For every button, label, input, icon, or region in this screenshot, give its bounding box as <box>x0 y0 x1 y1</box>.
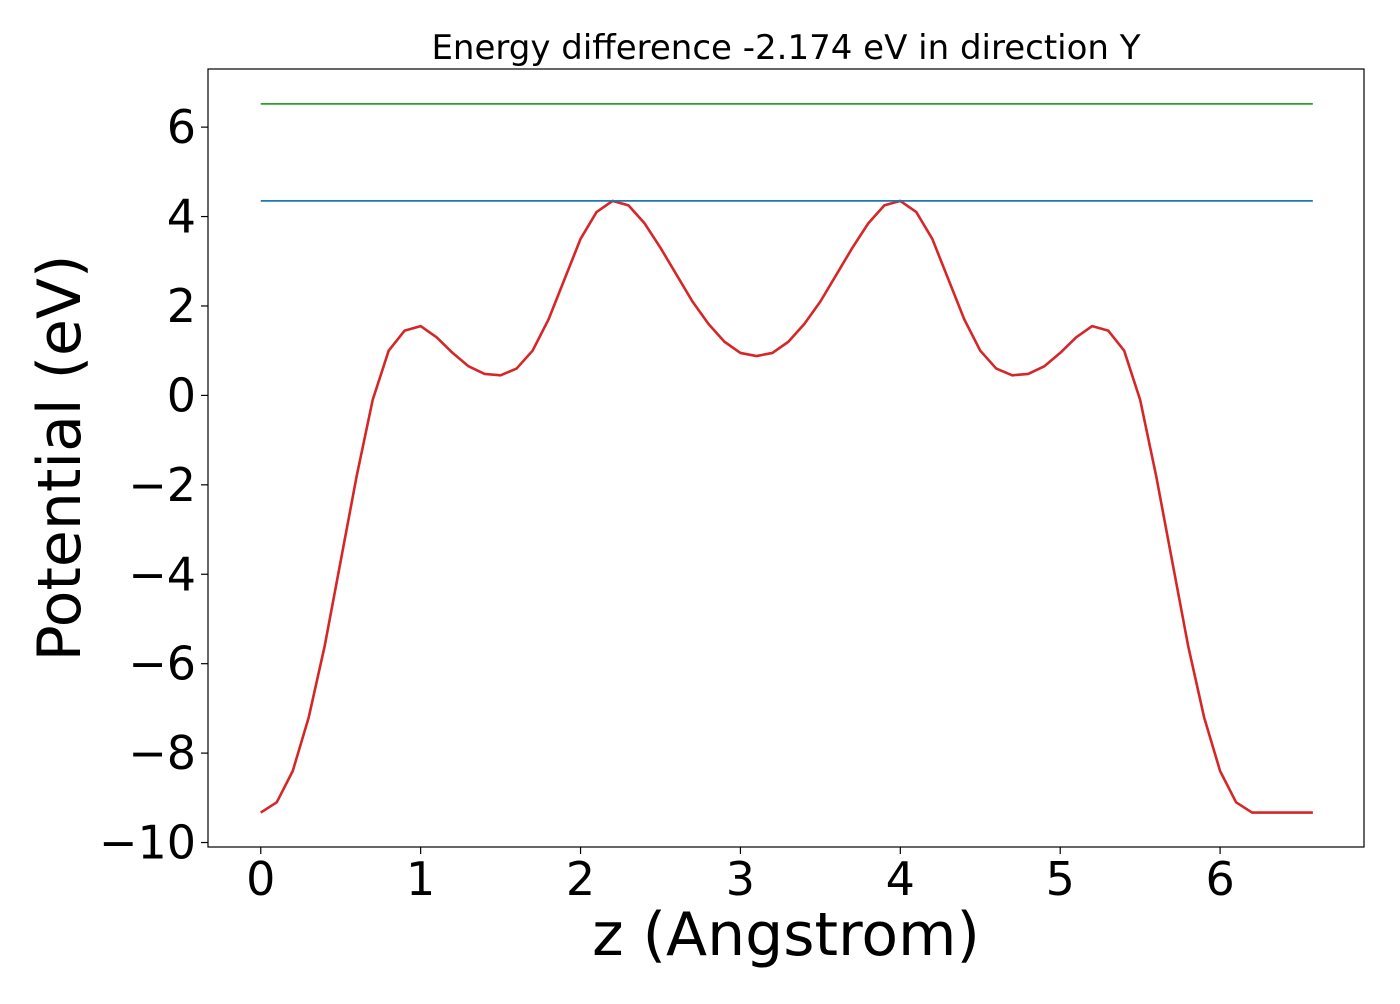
x-tick-label: 0 <box>246 852 275 906</box>
x-tick-label: 4 <box>886 852 915 906</box>
y-tick-label: −4 <box>128 547 196 601</box>
x-axis-label: z (Angstrom) <box>592 900 980 970</box>
x-tick-label: 5 <box>1046 852 1075 906</box>
y-tick-label: 2 <box>167 279 196 333</box>
series-line-1 <box>260 199 1313 814</box>
x-tick-label: 3 <box>726 852 755 906</box>
y-tick-label: 4 <box>167 190 196 244</box>
y-axis: −10 −8 −6 −4 −2 0 2 4 6 <box>99 100 208 870</box>
x-tick-label: 1 <box>406 852 435 906</box>
x-tick-label: 6 <box>1205 852 1234 906</box>
chart-title: Energy difference -2.174 eV in direction… <box>431 28 1140 68</box>
y-tick-label: −8 <box>128 726 196 780</box>
y-tick-label: 6 <box>167 100 196 154</box>
x-tick-label: 2 <box>566 852 595 906</box>
plot-frame <box>207 68 1365 848</box>
y-tick-label: −10 <box>99 816 196 870</box>
plot-area <box>260 102 1313 814</box>
y-tick-label: −2 <box>128 458 196 512</box>
y-axis-label: Potential (eV) <box>25 255 95 662</box>
x-axis: 0 1 2 3 4 5 6 <box>246 847 1235 906</box>
y-tick-label: −6 <box>128 637 196 691</box>
y-tick-label: 0 <box>167 368 196 422</box>
